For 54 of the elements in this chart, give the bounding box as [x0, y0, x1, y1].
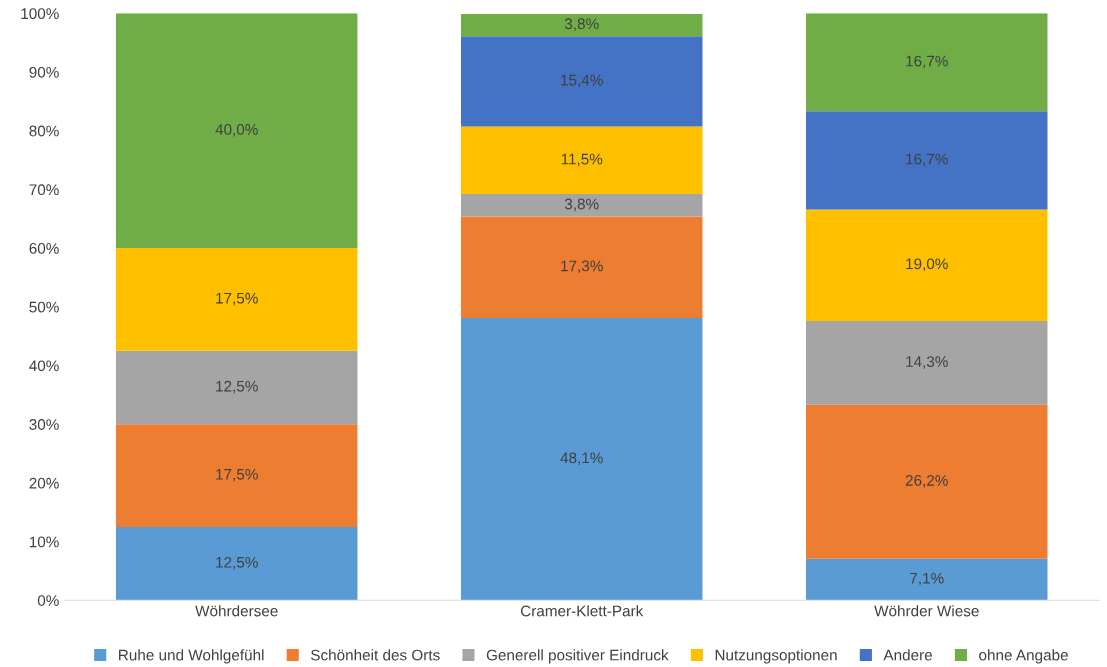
bar [805, 558, 1048, 601]
bar [460, 216, 703, 318]
y-tick-label: 50% [29, 301, 59, 313]
data-label: 12,5% [216, 556, 258, 570]
bar [460, 194, 703, 217]
bar [805, 404, 1048, 559]
data-label: 17,5% [216, 468, 258, 482]
data-label: 16,7% [906, 55, 948, 69]
legend-label: Schönheit des Orts [310, 649, 440, 661]
data-label: 26,2% [905, 475, 948, 488]
bar [805, 111, 1048, 210]
data-label: 3,8% [564, 198, 599, 212]
data-label: 19,0% [906, 258, 948, 272]
bar [115, 424, 358, 527]
bar [460, 36, 703, 127]
bar [805, 209, 1048, 321]
legend-label: Generell positiver Eindruck [486, 649, 669, 664]
y-tick-label: 90% [29, 66, 59, 78]
y-tick-label: 60% [29, 242, 59, 254]
bar [115, 13, 358, 249]
bar [460, 317, 703, 601]
y-tick-label: 10% [29, 536, 59, 548]
x-tick-label: Cramer-Klett-Park [520, 605, 644, 617]
y-tick-label: 30% [29, 419, 59, 430]
data-label: 11,5% [561, 153, 603, 167]
legend-label: Nutzungsoptionen [715, 649, 837, 664]
y-tick-label: 0% [37, 595, 59, 606]
data-label: 40,0% [215, 124, 258, 137]
y-tick-label: 20% [29, 477, 59, 489]
bar [115, 248, 358, 351]
x-tick-label: Wöhrder Wiese [874, 605, 979, 617]
x-tick-label: Wöhrdersee [195, 605, 278, 617]
legend-label: Ruhe und Wohlgefühl [119, 649, 264, 664]
y-tick-label: 100% [21, 8, 59, 20]
data-label: 15,4% [561, 74, 603, 88]
bar [805, 320, 1048, 405]
bar [115, 350, 358, 425]
legend-label: ohne Angabe [979, 649, 1068, 664]
data-label: 16,7% [906, 153, 948, 167]
data-label: 17,3% [561, 260, 603, 274]
y-tick-label: 80% [29, 125, 59, 137]
data-label: 14,3% [906, 356, 948, 369]
bar [115, 526, 358, 601]
bar [460, 13, 703, 37]
data-label: 17,5% [216, 292, 258, 306]
data-label: 7,1% [910, 572, 944, 586]
y-tick-label: 40% [29, 360, 59, 372]
data-label: 3,8% [564, 18, 599, 31]
legend-label: Andere [883, 649, 933, 661]
data-label: 48,1% [560, 452, 603, 466]
bar [805, 13, 1048, 112]
data-label: 12,5% [216, 380, 258, 394]
bar [460, 126, 703, 195]
y-tick-label: 70% [29, 184, 59, 196]
